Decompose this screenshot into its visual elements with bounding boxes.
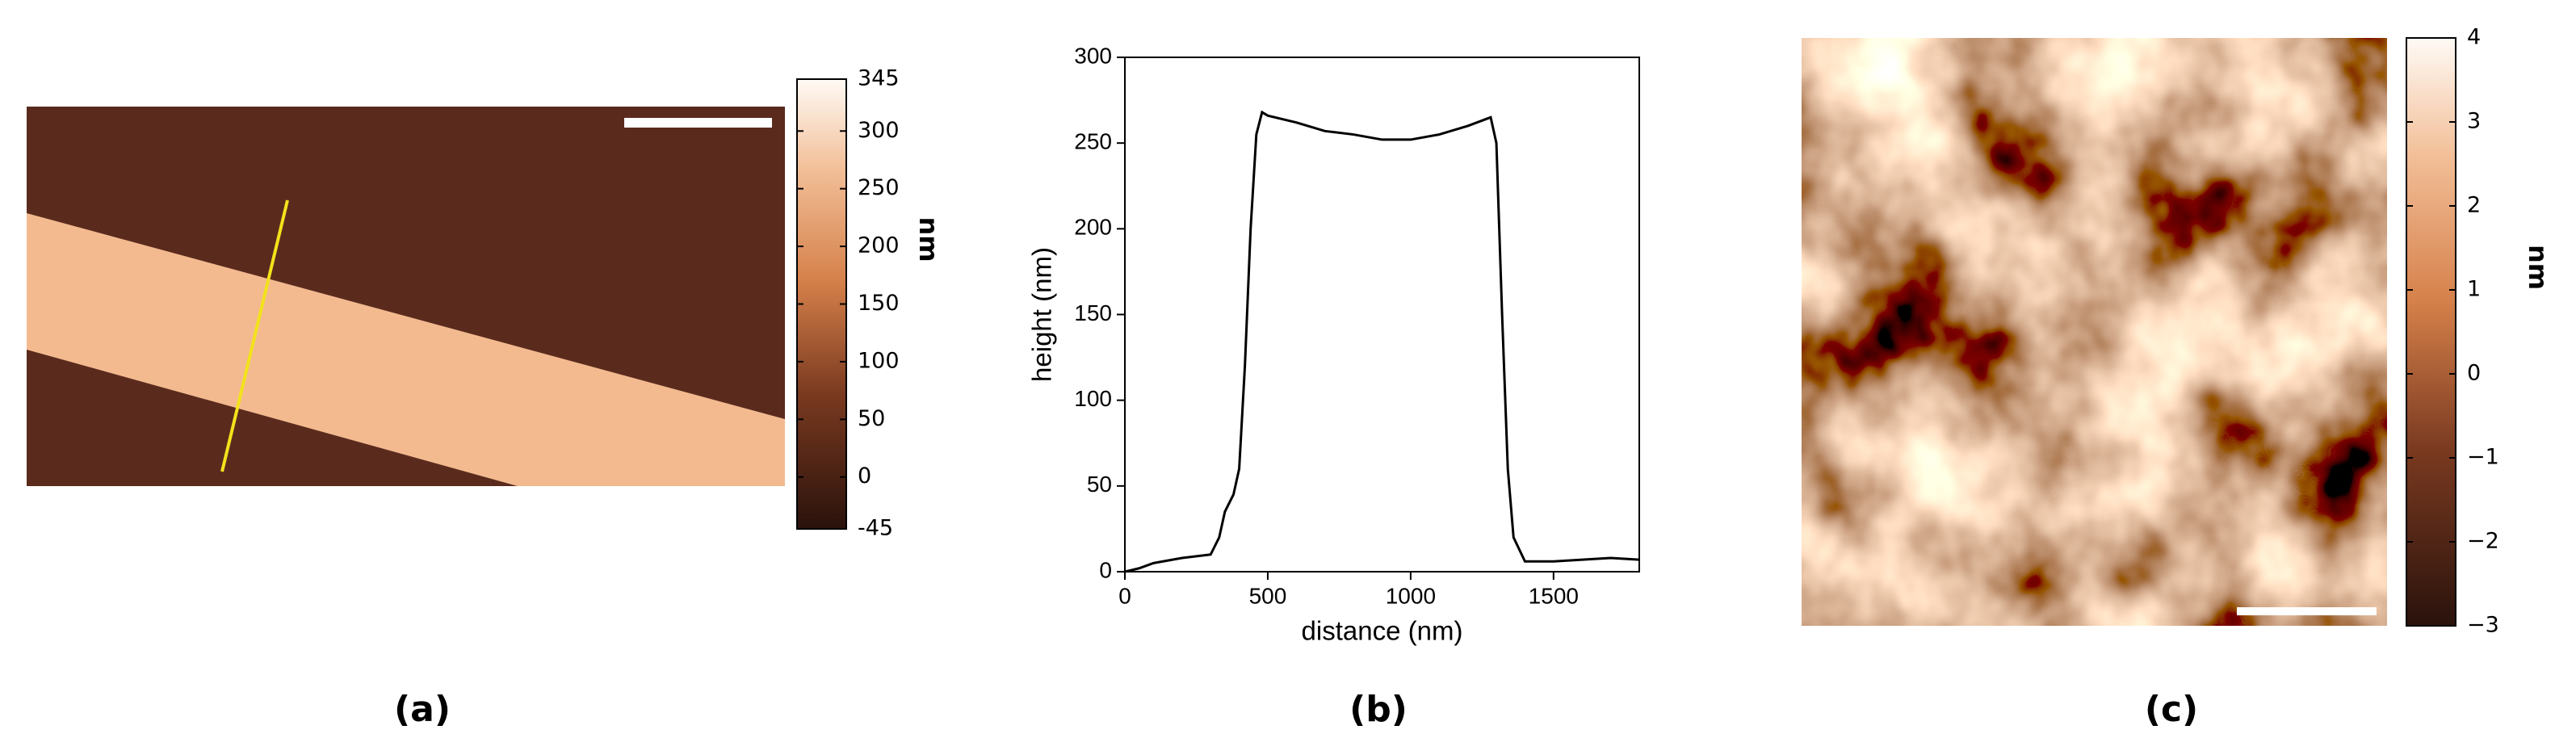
y-tick-label: 50 — [1087, 472, 1112, 497]
x-axis-label: distance (nm) — [1302, 616, 1463, 646]
image-a — [27, 107, 785, 486]
image-c — [1802, 38, 2387, 626]
y-tick-label: 150 — [1074, 300, 1112, 325]
colorbar-tick-label: 1 — [2467, 277, 2481, 302]
colorbar-tick-label: 0 — [858, 463, 871, 489]
colorbar-tick-label: 3 — [2467, 109, 2481, 134]
y-tick-label: 250 — [1074, 129, 1112, 154]
colorbar-tick-label: 4 — [2467, 25, 2481, 50]
colorbar-tick-label: 150 — [858, 291, 900, 316]
colorbar-tick-label: 300 — [858, 118, 900, 143]
colorbar-tick-label: 345 — [858, 66, 900, 91]
colorbar — [2406, 37, 2456, 627]
panel-label: (b) — [1349, 689, 1408, 730]
panel-label: (a) — [394, 689, 451, 730]
colorbar-tick-label: 100 — [858, 348, 900, 373]
colorbar-label: nm — [913, 216, 944, 262]
colorbar-label: nm — [2523, 245, 2553, 290]
colorbar-tick-label: -45 — [858, 516, 893, 541]
colorbar-tick-label: 50 — [858, 406, 885, 431]
y-tick-label: 300 — [1074, 43, 1112, 68]
colorbar-tick-label: −1 — [2467, 445, 2499, 470]
colorbar-tick-label: 200 — [858, 233, 900, 258]
colorbar — [796, 78, 847, 530]
x-tick-label: 0 — [1118, 583, 1131, 608]
x-tick-label: 1000 — [1386, 583, 1436, 608]
y-tick-label: 0 — [1099, 557, 1112, 582]
colorbar-tick-label: 2 — [2467, 193, 2481, 218]
x-tick-label: 500 — [1249, 583, 1287, 608]
colorbar-tick-label: 0 — [2467, 361, 2481, 386]
y-axis-label: height (nm) — [1027, 247, 1057, 382]
x-tick-label: 1500 — [1529, 583, 1579, 608]
y-tick-label: 200 — [1074, 215, 1112, 240]
colorbar-tick-label: −2 — [2467, 529, 2499, 554]
profile-line — [1124, 110, 1640, 573]
y-tick-label: 100 — [1074, 386, 1112, 411]
colorbar-tick-label: −3 — [2467, 613, 2499, 638]
plot-frame — [1124, 57, 1640, 573]
colorbar-tick-label: 250 — [858, 175, 900, 200]
panel-label: (c) — [2145, 689, 2198, 730]
